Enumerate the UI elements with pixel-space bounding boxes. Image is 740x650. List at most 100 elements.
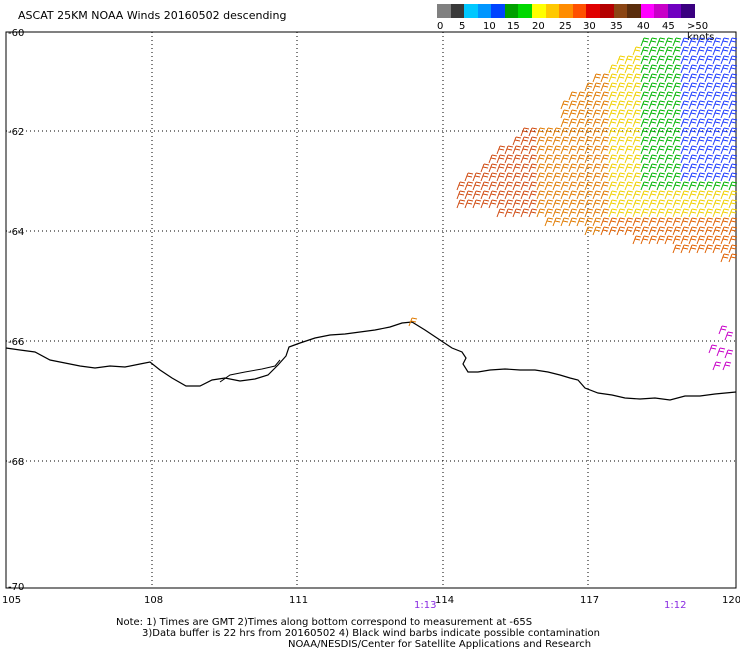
wind-barb [512,154,522,164]
wind-barb [704,82,714,92]
wind-barb [616,73,626,83]
wind-barb [712,181,722,191]
wind-barb [600,226,610,236]
wind-barb [576,199,586,209]
wind-barb [504,172,514,182]
wind-barb [648,163,658,173]
wind-barb [600,118,610,128]
wind-barb [616,190,626,200]
wind-barb [584,199,594,209]
wind-barb [544,217,554,227]
coastline-inlet [219,359,281,383]
colorbar-label: 15 [507,21,520,32]
wind-barb [656,226,666,236]
wind-barb [512,145,522,155]
wind-barb [704,244,714,254]
wind-barb [704,235,714,245]
wind-barb [696,235,706,245]
lon-label: 120 [722,595,740,606]
colorbar-segment [545,4,560,18]
wind-barb [632,136,642,146]
wind-barb [720,235,730,245]
wind-barb [704,127,714,137]
colorbar-segment [532,4,546,18]
wind-barb [584,82,594,92]
wind-barb [568,163,578,173]
lon-label: 117 [580,595,599,606]
wind-barb [504,208,514,218]
wind-barb [408,317,418,327]
wind-barb [688,100,698,110]
wind-barb [656,64,666,74]
wind-barb [576,190,586,200]
wind-barb [600,145,610,155]
wind-barb [608,217,618,227]
wind-barb [704,226,714,236]
wind-barb [720,127,730,137]
colorbar-label: 0 [437,21,444,32]
wind-barb [648,235,658,245]
wind-barb [488,163,498,173]
colorbar-segment [586,4,600,18]
wind-barb [704,118,714,128]
wind-barb [680,109,690,119]
wind-barb [632,154,642,164]
wind-barb [504,181,514,191]
wind-barb [648,154,658,164]
wind-barb [680,37,690,47]
wind-barb [720,199,730,209]
wind-barb [720,55,730,65]
wind-barb [616,127,626,137]
colorbar-label: 40 [637,21,650,32]
wind-barb [704,55,714,65]
wind-barb [632,172,642,182]
wind-barb [640,208,650,218]
wind-speed-colorbar [437,4,695,18]
lat-label: -66 [8,337,24,348]
wind-barb [640,172,650,182]
lon-label: 111 [289,595,308,606]
wind-barb [520,145,530,155]
wind-barb [704,100,714,110]
wind-barb [696,199,706,209]
wind-barb [688,91,698,101]
wind-barb [624,199,634,209]
wind-barb [512,190,522,200]
wind-barb [680,235,690,245]
pass-time-label: 1:13 [414,600,437,611]
wind-barb [624,73,634,83]
wind-barb [592,172,602,182]
wind-barb [728,226,738,236]
wind-barb [488,154,498,164]
wind-barb [496,190,506,200]
wind-barb [632,181,642,191]
colorbar-label: 35 [610,21,623,32]
wind-barb [664,55,674,65]
wind-barb [728,100,738,110]
wind-barb [576,91,586,101]
wind-barb [680,199,690,209]
wind-barb [616,64,626,74]
wind-barb [520,181,530,191]
wind-barb [672,55,682,65]
wind-barb [640,73,650,83]
wind-barb [576,145,586,155]
wind-barb [728,163,738,173]
wind-barb [704,199,714,209]
wind-barb [616,118,626,128]
wind-barb [720,208,730,218]
wind-barb [488,190,498,200]
wind-barb [632,46,642,56]
wind-barb [624,208,634,218]
wind-barb [576,118,586,128]
wind-barb [584,145,594,155]
wind-barb [608,154,618,164]
wind-barb [632,91,642,101]
wind-barb [696,181,706,191]
wind-barb [616,199,626,209]
wind-barb [528,208,538,218]
colorbar-label: 45 [662,21,675,32]
wind-barb [680,163,690,173]
wind-barb [464,199,474,209]
wind-barb [648,145,658,155]
